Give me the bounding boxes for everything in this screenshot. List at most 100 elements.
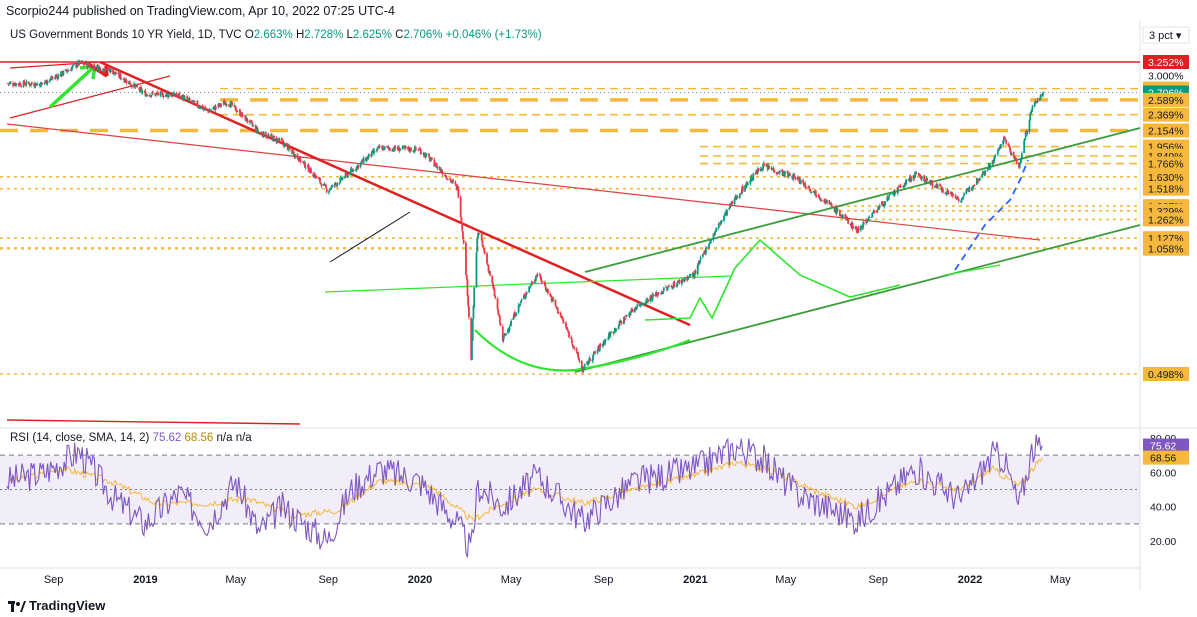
candle-body xyxy=(62,71,65,76)
candle-body xyxy=(66,71,69,73)
candle-body xyxy=(260,132,263,134)
candle-body xyxy=(362,157,365,163)
ohlc-change: +0.046% (+1.73%) xyxy=(445,29,542,41)
candle-body xyxy=(340,176,342,178)
candle-body xyxy=(609,332,612,337)
candle-body xyxy=(578,360,581,362)
candle-body xyxy=(723,216,725,221)
candle-body xyxy=(750,176,753,180)
candle-body xyxy=(651,294,654,300)
price-label-bg xyxy=(1143,212,1189,227)
candle-body xyxy=(473,287,476,307)
candle-body xyxy=(288,145,291,149)
candle-body xyxy=(443,174,446,177)
candle-body xyxy=(475,252,478,288)
candle-body xyxy=(1033,102,1036,107)
candle-body xyxy=(881,201,884,205)
candle-body xyxy=(717,223,720,229)
candle-body xyxy=(130,85,133,88)
ohlc-high-label: H xyxy=(295,29,305,41)
candle-body xyxy=(726,209,728,216)
candle-body xyxy=(101,70,104,72)
candle-body xyxy=(614,328,616,333)
candle-body xyxy=(160,90,163,92)
candle-body xyxy=(503,334,506,337)
candle-body xyxy=(212,107,215,110)
candle-body xyxy=(914,172,917,174)
candle-body xyxy=(768,165,771,169)
swing-path xyxy=(644,238,901,321)
candle-body xyxy=(982,171,985,174)
candle-body xyxy=(583,366,585,370)
candle-body xyxy=(759,168,762,172)
candle-body xyxy=(1042,92,1044,96)
candle-body xyxy=(683,277,686,281)
candle-body xyxy=(786,171,789,173)
time-tick-label: Sep xyxy=(868,574,888,586)
price-chart[interactable]: 3.252%3.000%2.771%2.706%2.589%2.369%2.15… xyxy=(0,20,1197,600)
candle-body xyxy=(30,82,33,85)
candle-body xyxy=(736,196,739,198)
candle-body xyxy=(541,281,544,283)
candle-body xyxy=(215,106,218,108)
scale-button[interactable]: 3 pct ▾ xyxy=(1149,30,1182,42)
candle-body xyxy=(297,157,300,161)
candle-body xyxy=(939,184,941,185)
candle-body xyxy=(438,166,441,170)
candle-body xyxy=(960,198,963,201)
candle-body xyxy=(136,85,139,88)
candle-body xyxy=(257,131,260,133)
candle-body xyxy=(705,247,707,254)
candle-body xyxy=(338,182,341,184)
candle-body xyxy=(461,222,464,231)
candle-body xyxy=(847,219,850,224)
candle-body xyxy=(687,276,690,278)
candle-body xyxy=(868,216,871,218)
candle-body xyxy=(714,230,717,232)
candle-body xyxy=(533,280,536,284)
candle-body xyxy=(352,169,354,172)
candle-body xyxy=(686,277,689,281)
cup-pattern xyxy=(474,329,691,372)
candle-body xyxy=(761,168,764,171)
candle-body xyxy=(973,184,976,186)
candle-body xyxy=(440,168,443,172)
tradingview-footer[interactable]: TradingView xyxy=(8,598,105,613)
candle-body xyxy=(398,149,401,152)
candle-body xyxy=(43,82,46,84)
candle-body xyxy=(529,286,532,287)
candle-body xyxy=(252,125,254,127)
candle-body xyxy=(459,197,462,218)
candle-body xyxy=(45,82,48,85)
candle-body xyxy=(270,134,273,137)
candle-body xyxy=(659,293,662,294)
candle-body xyxy=(738,193,741,198)
candle-body xyxy=(896,187,899,194)
candle-body xyxy=(140,88,143,93)
candle-body xyxy=(410,147,412,152)
candle-body xyxy=(470,318,473,360)
candle-body xyxy=(875,211,878,213)
candle-body xyxy=(398,147,400,152)
candle-body xyxy=(229,102,232,108)
candle-body xyxy=(891,193,894,195)
candle-body xyxy=(960,200,962,202)
candle-body xyxy=(513,312,516,317)
candle-body xyxy=(233,104,236,106)
candle-body xyxy=(544,286,547,290)
candle-body xyxy=(614,327,617,331)
candle-body xyxy=(525,292,528,294)
candle-body xyxy=(989,164,992,169)
candle-body xyxy=(671,286,673,289)
time-tick-label: Sep xyxy=(318,574,338,586)
candle-body xyxy=(649,296,652,302)
candle-body xyxy=(844,214,847,217)
price-label: 2.589% xyxy=(1148,95,1184,107)
candle-body xyxy=(802,179,804,183)
candle-body xyxy=(481,240,484,246)
candle-body xyxy=(566,328,569,331)
candle-body xyxy=(449,178,452,181)
candle-body xyxy=(25,81,28,85)
candle-body xyxy=(272,136,275,142)
candle-body xyxy=(1015,158,1017,160)
